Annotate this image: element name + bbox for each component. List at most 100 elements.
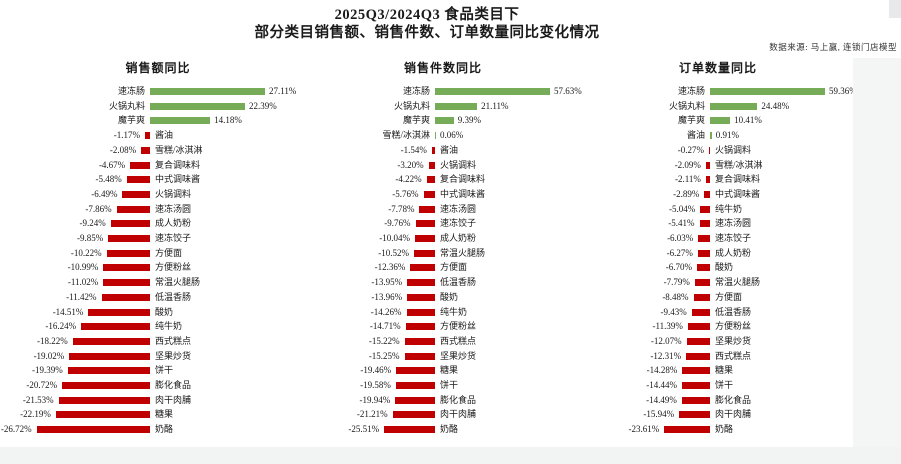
value-label: -23.61%	[628, 424, 660, 435]
category-label: 纯牛奶	[155, 321, 183, 332]
positive-bar	[150, 102, 245, 110]
bar-row: 纯牛奶 -16.24%	[0, 319, 290, 334]
negative-bar	[384, 426, 435, 434]
negative-bar	[697, 264, 710, 272]
value-label: -14.71%	[369, 321, 401, 332]
negative-bar	[58, 396, 150, 404]
bar-row: 奶酪 -23.61%	[570, 422, 860, 437]
bar-row: 方便粉丝 -14.71%	[290, 319, 570, 334]
bar-row: 速冻肠 27.11%	[0, 84, 296, 99]
category-label: 纯牛奶	[440, 306, 468, 317]
category-label: 速冻汤圆	[440, 203, 477, 214]
category-label: 饼干	[440, 380, 459, 390]
category-label: 酱油	[155, 130, 174, 141]
negative-bar	[431, 146, 435, 154]
bar-row: 雪糕/冰淇淋 0.06%	[290, 128, 570, 143]
negative-bar	[141, 146, 150, 154]
bar-row: 火锅调料 -3.20%	[290, 158, 570, 173]
bar-row: 纯牛奶 -5.04%	[570, 202, 860, 217]
page-background-bottom	[0, 447, 901, 464]
scrollbar-thumb[interactable]	[889, 0, 901, 18]
negative-bar	[406, 308, 435, 316]
positive-bar	[150, 117, 211, 125]
negative-bar	[686, 352, 710, 360]
bar-row: 酱油 -1.17%	[0, 128, 290, 143]
bar-row: 火锅调料 -6.49%	[0, 187, 290, 202]
value-label: -11.42%	[66, 291, 97, 302]
negative-bar	[101, 293, 150, 301]
bar-row: 膨化食品 -20.72%	[0, 378, 290, 393]
value-label: 14.18%	[214, 115, 242, 126]
category-label: 坚果炒货	[155, 350, 192, 361]
bar-row: 方便面 -12.36%	[290, 260, 570, 275]
bar-row: 速冻汤圆 -7.78%	[290, 202, 570, 217]
value-label: -14.51%	[52, 306, 84, 317]
category-label: 肉干肉脯	[440, 409, 477, 420]
negative-bar	[69, 352, 150, 360]
value-label: 0.06%	[440, 130, 464, 141]
value-label: -7.79%	[663, 277, 690, 288]
value-label: -13.96%	[371, 291, 403, 302]
positive-bar	[435, 132, 436, 140]
value-label: -13.95%	[371, 277, 403, 288]
value-label: -9.24%	[79, 218, 106, 229]
value-label: -7.78%	[388, 203, 415, 214]
negative-bar	[423, 190, 435, 198]
bar-row: 常温火腿肠 -10.52%	[290, 246, 570, 261]
value-label: -10.99%	[67, 262, 99, 273]
value-label: -11.02%	[67, 277, 99, 288]
bar-row: 复合调味料 -4.67%	[0, 158, 290, 173]
negative-bar	[396, 367, 435, 375]
negative-bar	[395, 382, 435, 389]
bar-row: 火锅丸料 21.11%	[290, 99, 570, 114]
main-title-line1: 2025Q3/2024Q3 食品类目下	[334, 7, 520, 23]
negative-bar	[404, 337, 435, 345]
value-label: 22.39%	[248, 100, 277, 111]
page-background-right	[853, 58, 901, 447]
negative-bar	[81, 323, 150, 331]
category-label: 糖果	[155, 409, 174, 420]
bar-row: 低温香肠 -13.95%	[290, 275, 570, 290]
value-label: 0.91%	[715, 130, 739, 141]
bar-row: 中式调味酱 -5.48%	[0, 172, 290, 187]
negative-bar	[116, 205, 150, 213]
negative-bar	[428, 161, 435, 169]
positive-bar	[710, 102, 758, 110]
bar-row: 常温火腿肠 -11.02%	[0, 275, 290, 290]
value-label: 27.11%	[269, 86, 297, 96]
value-label: -2.89%	[673, 188, 700, 199]
chart-0-sales-amount-yoy: 速冻肠 27.11% 火锅丸料 22.39% 魔芋爽 14.18% 酱油 -1.17% 雪糕/冰…	[0, 80, 297, 447]
category-label: 雪糕/冰淇淋	[715, 159, 763, 170]
bar-row: 酱油 -1.54%	[290, 143, 570, 158]
value-label: -14.26%	[370, 306, 402, 317]
negative-bar	[694, 279, 710, 287]
negative-bar	[700, 205, 710, 213]
category-label: 复合调味料	[155, 159, 201, 170]
value-label: -14.28%	[646, 365, 678, 376]
bar-row: 坚果炒货 -15.25%	[290, 349, 570, 364]
value-label: -19.02%	[33, 350, 65, 361]
value-label: -14.44%	[646, 380, 678, 390]
category-label: 西式糕点	[155, 335, 192, 346]
negative-bar	[106, 249, 150, 257]
value-label: -9.43%	[660, 306, 687, 317]
bar-row: 膨化食品 -14.49%	[570, 393, 860, 408]
bar-row: 成人奶粉 -6.27%	[570, 246, 860, 261]
bar-row: 肉干肉脯 -15.94%	[570, 407, 860, 422]
negative-bar	[682, 382, 710, 389]
value-label: -5.41%	[668, 218, 695, 229]
value-label: -19.94%	[359, 394, 391, 405]
category-label: 方便粉丝	[155, 262, 192, 273]
category-label: 酸奶	[440, 291, 459, 302]
negative-bar	[405, 323, 435, 331]
category-label: 常温火腿肠	[715, 277, 761, 288]
category-label: 糖果	[440, 365, 459, 376]
category-label: 速冻肠	[117, 86, 145, 96]
negative-bar	[36, 426, 150, 434]
bar-row: 魔芋爽 9.39%	[290, 113, 570, 128]
category-label: 火锅丸料	[393, 100, 430, 111]
positive-bar	[710, 132, 712, 140]
category-label: 雪糕/冰淇淋	[382, 130, 430, 141]
category-label: 中式调味酱	[440, 188, 486, 199]
value-label: -5.48%	[95, 174, 122, 185]
